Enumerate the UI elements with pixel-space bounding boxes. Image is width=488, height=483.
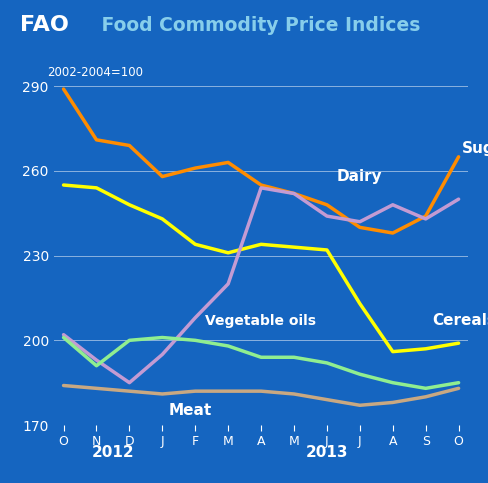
Text: Sugar: Sugar: [462, 141, 488, 156]
Text: 2012: 2012: [92, 445, 134, 460]
Text: 2013: 2013: [305, 445, 348, 460]
Text: Cereals: Cereals: [432, 313, 488, 328]
Text: FAO: FAO: [20, 15, 68, 35]
Text: Vegetable oils: Vegetable oils: [205, 313, 316, 327]
Text: Food Commodity Price Indices: Food Commodity Price Indices: [95, 16, 421, 35]
Text: Dairy: Dairy: [337, 169, 383, 184]
Text: 2002-2004=100: 2002-2004=100: [47, 67, 143, 79]
Text: Meat: Meat: [169, 403, 212, 418]
